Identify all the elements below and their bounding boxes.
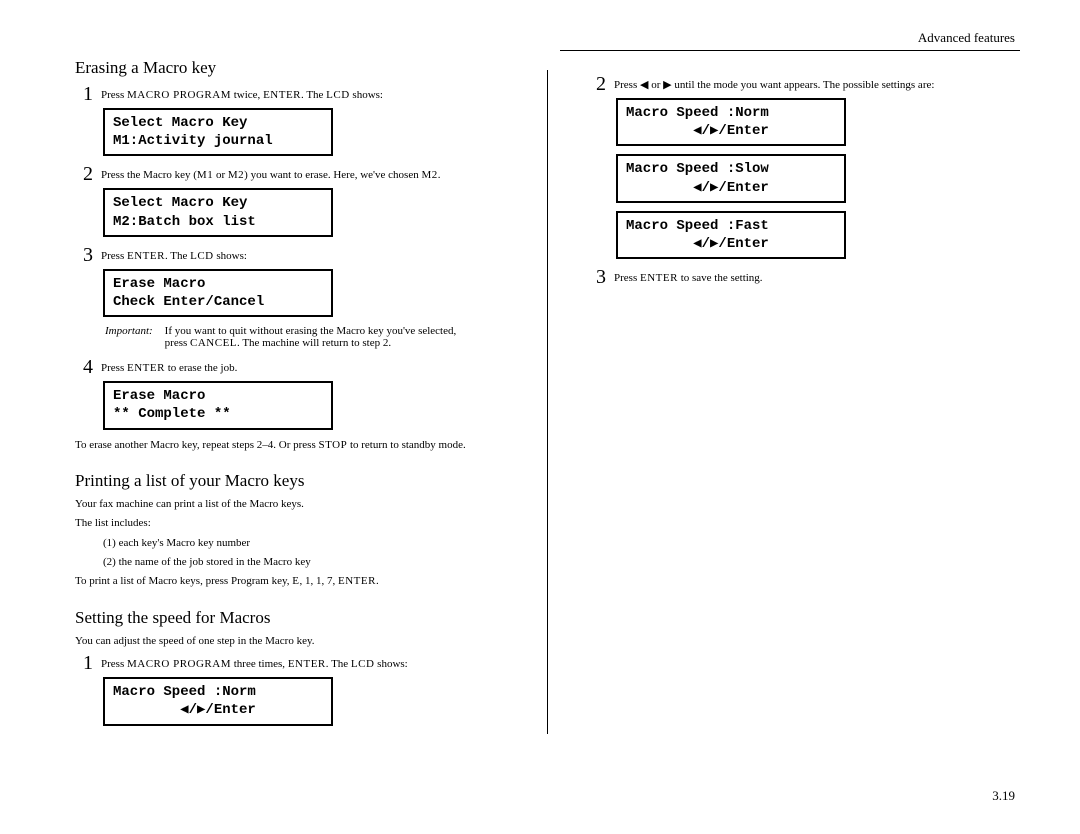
step: 1 Press MACRO PROGRAM twice, ENTER. The …	[75, 84, 507, 104]
step-number: 2	[588, 74, 606, 94]
step-number: 3	[75, 245, 93, 265]
step-text: Press MACRO PROGRAM three times, ENTER. …	[101, 653, 408, 672]
lcd-display: Macro Speed :Norm ◀/▶/Enter	[103, 677, 333, 725]
section-title: Erasing a Macro key	[75, 58, 507, 78]
body-text: The list includes:	[75, 516, 507, 531]
step: 2 Press the Macro key (M1 or M2) you wan…	[75, 164, 507, 184]
lcd-line: Macro Speed :Norm	[113, 683, 323, 701]
lcd-line: ◀/▶/Enter	[626, 122, 836, 140]
lcd-line: Erase Macro	[113, 275, 323, 293]
lcd-display: Select Macro Key M2:Batch box list	[103, 188, 333, 236]
step: 3 Press ENTER. The LCD shows:	[75, 245, 507, 265]
step-number: 3	[588, 267, 606, 287]
step: 4 Press ENTER to erase the job.	[75, 357, 507, 377]
lcd-display: Macro Speed :Slow ◀/▶/Enter	[616, 154, 846, 202]
lcd-line: Macro Speed :Norm	[626, 104, 836, 122]
list-item: (2) the name of the job stored in the Ma…	[103, 555, 507, 570]
step: 2 Press ◀ or ▶ until the mode you want a…	[588, 74, 1020, 94]
lcd-line: M2:Batch box list	[113, 213, 323, 231]
lcd-display: Select Macro Key M1:Activity journal	[103, 108, 333, 156]
section-title: Setting the speed for Macros	[75, 608, 507, 628]
step-number: 1	[75, 653, 93, 673]
body-text: To print a list of Macro keys, press Pro…	[75, 574, 507, 589]
triangle-right-icon: ▶	[663, 79, 671, 91]
lcd-line: Macro Speed :Fast	[626, 217, 836, 235]
step-text: Press ENTER to erase the job.	[101, 357, 237, 376]
important-label: Important:	[105, 325, 153, 349]
triangle-left-icon: ◀	[693, 180, 701, 196]
lcd-line: Erase Macro	[113, 387, 323, 405]
lcd-display: Macro Speed :Norm ◀/▶/Enter	[616, 98, 846, 146]
left-column: Erasing a Macro key 1 Press MACRO PROGRA…	[75, 50, 507, 734]
lcd-line: ◀/▶/Enter	[626, 179, 836, 197]
step: 1 Press MACRO PROGRAM three times, ENTER…	[75, 653, 507, 673]
important-note: Important: If you want to quit without e…	[105, 325, 507, 349]
triangle-left-icon: ◀	[693, 123, 701, 139]
lcd-line: Macro Speed :Slow	[626, 160, 836, 178]
lcd-line: Select Macro Key	[113, 114, 323, 132]
triangle-left-icon: ◀	[180, 702, 188, 718]
step: 3 Press ENTER to save the setting.	[588, 267, 1020, 287]
step-text: Press ◀ or ▶ until the mode you want app…	[614, 74, 934, 93]
lcd-display: Erase Macro ** Complete **	[103, 381, 333, 429]
section-title: Printing a list of your Macro keys	[75, 471, 507, 491]
step-number: 1	[75, 84, 93, 104]
right-column: 2 Press ◀ or ▶ until the mode you want a…	[588, 50, 1020, 734]
lcd-line: ◀/▶/Enter	[113, 701, 323, 719]
step-text: Press ENTER. The LCD shows:	[101, 245, 247, 264]
step-number: 2	[75, 164, 93, 184]
lcd-display: Macro Speed :Fast ◀/▶/Enter	[616, 211, 846, 259]
body-text: You can adjust the speed of one step in …	[75, 634, 507, 649]
lcd-line: Select Macro Key	[113, 194, 323, 212]
lcd-line: Check Enter/Cancel	[113, 293, 323, 311]
chapter-header: Advanced features	[918, 30, 1015, 46]
body-text: Your fax machine can print a list of the…	[75, 497, 507, 512]
page-number: 3.19	[992, 788, 1015, 804]
lcd-display: Erase Macro Check Enter/Cancel	[103, 269, 333, 317]
body-text: To erase another Macro key, repeat steps…	[75, 438, 507, 453]
step-text: Press the Macro key (M1 or M2) you want …	[101, 164, 441, 183]
step-text: Press MACRO PROGRAM twice, ENTER. The LC…	[101, 84, 383, 103]
lcd-line: M1:Activity journal	[113, 132, 323, 150]
step-text: Press ENTER to save the setting.	[614, 267, 763, 286]
important-text: If you want to quit without erasing the …	[165, 325, 457, 349]
page-content: Erasing a Macro key 1 Press MACRO PROGRA…	[0, 0, 1080, 764]
column-divider	[547, 70, 548, 734]
list-item: (1) each key's Macro key number	[103, 536, 507, 551]
lcd-line: ** Complete **	[113, 405, 323, 423]
step-number: 4	[75, 357, 93, 377]
triangle-left-icon: ◀	[693, 236, 701, 252]
lcd-line: ◀/▶/Enter	[626, 235, 836, 253]
